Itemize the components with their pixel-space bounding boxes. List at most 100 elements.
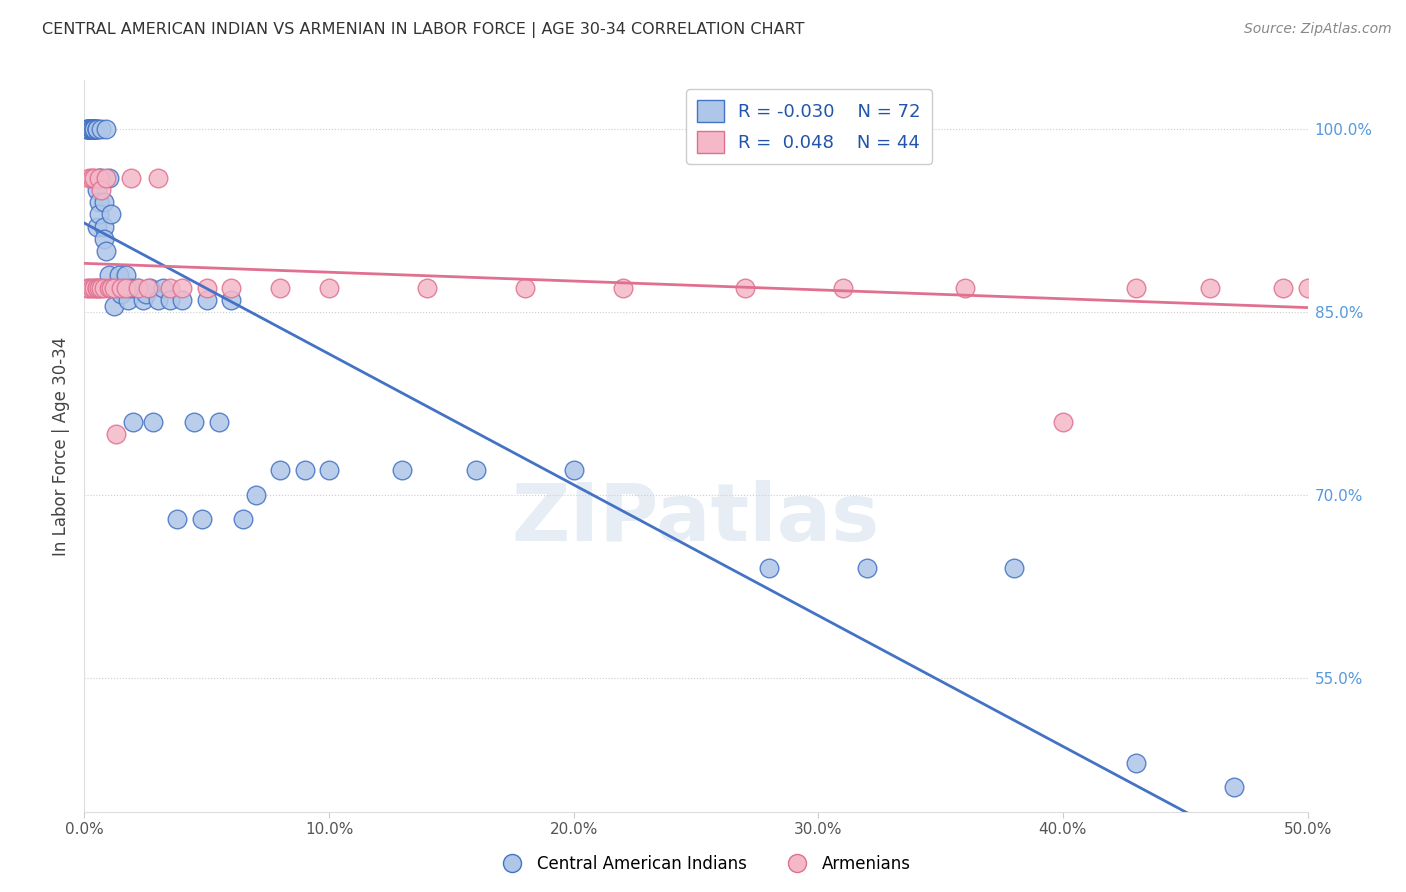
Point xyxy=(136,280,159,294)
Point xyxy=(132,293,155,307)
Point xyxy=(318,280,340,294)
Point xyxy=(245,488,267,502)
Point xyxy=(77,122,100,136)
Point xyxy=(83,170,105,185)
Point xyxy=(90,122,112,136)
Point xyxy=(86,122,108,136)
Point xyxy=(100,207,122,221)
Point xyxy=(105,426,128,441)
Point xyxy=(103,280,125,294)
Point xyxy=(83,122,105,136)
Point xyxy=(152,280,174,294)
Point xyxy=(1346,280,1368,294)
Point xyxy=(80,122,103,136)
Point xyxy=(1052,415,1074,429)
Point xyxy=(953,280,976,294)
Point xyxy=(76,280,98,294)
Point xyxy=(80,122,103,136)
Point xyxy=(1223,780,1246,795)
Text: CENTRAL AMERICAN INDIAN VS ARMENIAN IN LABOR FORCE | AGE 30-34 CORRELATION CHART: CENTRAL AMERICAN INDIAN VS ARMENIAN IN L… xyxy=(42,22,804,38)
Point xyxy=(77,280,100,294)
Point xyxy=(172,293,194,307)
Point xyxy=(97,268,120,283)
Point xyxy=(139,280,162,294)
Point xyxy=(83,280,105,294)
Point xyxy=(103,280,125,294)
Point xyxy=(513,280,536,294)
Point xyxy=(1198,280,1220,294)
Point xyxy=(195,293,218,307)
Point xyxy=(831,280,853,294)
Point xyxy=(96,170,118,185)
Point xyxy=(86,280,108,294)
Point xyxy=(219,280,242,294)
Point xyxy=(172,280,194,294)
Point xyxy=(96,122,118,136)
Point xyxy=(1296,280,1319,294)
Point xyxy=(120,280,142,294)
Point xyxy=(219,293,242,307)
Point xyxy=(86,219,108,234)
Point xyxy=(391,463,413,477)
Point xyxy=(1272,280,1295,294)
Legend: R = -0.030    N = 72, R =  0.048    N = 44: R = -0.030 N = 72, R = 0.048 N = 44 xyxy=(686,89,932,164)
Point xyxy=(112,280,135,294)
Point xyxy=(83,122,105,136)
Point xyxy=(80,170,103,185)
Point xyxy=(87,170,110,185)
Point xyxy=(856,561,879,575)
Point xyxy=(90,170,112,185)
Point xyxy=(77,170,100,185)
Point xyxy=(159,280,181,294)
Point xyxy=(97,280,120,294)
Point xyxy=(93,232,115,246)
Point xyxy=(90,280,112,294)
Point xyxy=(1320,280,1343,294)
Point xyxy=(142,415,165,429)
Point xyxy=(117,293,139,307)
Point xyxy=(232,512,254,526)
Point xyxy=(1125,756,1147,770)
Point xyxy=(612,280,634,294)
Point xyxy=(80,122,103,136)
Point xyxy=(127,280,149,294)
Point xyxy=(105,280,128,294)
Point xyxy=(269,463,291,477)
Point xyxy=(77,122,100,136)
Point xyxy=(87,170,110,185)
Point xyxy=(93,219,115,234)
Point xyxy=(87,207,110,221)
Point xyxy=(103,299,125,313)
Point xyxy=(77,122,100,136)
Point xyxy=(318,463,340,477)
Legend: Central American Indians, Armenians: Central American Indians, Armenians xyxy=(488,848,918,880)
Point xyxy=(562,463,585,477)
Point xyxy=(122,415,145,429)
Point xyxy=(1125,280,1147,294)
Point xyxy=(80,122,103,136)
Point xyxy=(110,286,132,301)
Point xyxy=(135,286,157,301)
Point xyxy=(127,280,149,294)
Point xyxy=(86,122,108,136)
Point xyxy=(294,463,316,477)
Point xyxy=(83,122,105,136)
Point xyxy=(115,268,138,283)
Point xyxy=(86,122,108,136)
Point xyxy=(110,280,132,294)
Text: ZIPatlas: ZIPatlas xyxy=(512,480,880,558)
Point xyxy=(93,195,115,210)
Point xyxy=(87,280,110,294)
Point xyxy=(97,170,120,185)
Point xyxy=(166,512,188,526)
Point xyxy=(76,122,98,136)
Point xyxy=(416,280,439,294)
Point xyxy=(208,415,231,429)
Point xyxy=(464,463,486,477)
Y-axis label: In Labor Force | Age 30-34: In Labor Force | Age 30-34 xyxy=(52,336,70,556)
Point xyxy=(146,170,169,185)
Point xyxy=(269,280,291,294)
Point xyxy=(107,268,129,283)
Point xyxy=(87,195,110,210)
Point xyxy=(86,183,108,197)
